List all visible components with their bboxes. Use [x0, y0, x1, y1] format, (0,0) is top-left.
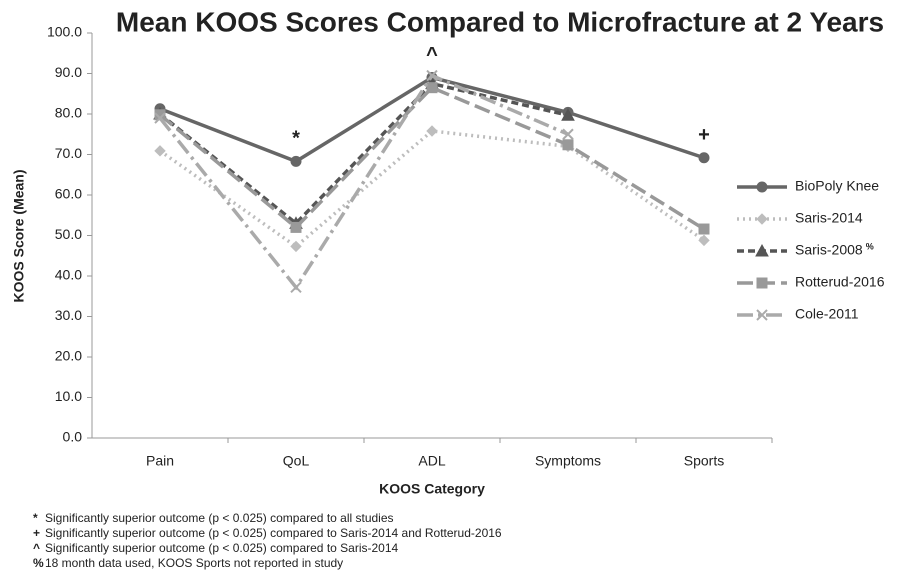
- legend-marker: [756, 277, 768, 289]
- data-point: [698, 152, 710, 164]
- x-axis-label: KOOS Category: [379, 481, 485, 497]
- data-point: [562, 139, 574, 151]
- y-tick-label: 20.0: [55, 348, 82, 364]
- annotation: *: [292, 128, 300, 150]
- legend-marker: [756, 213, 768, 225]
- series-line: [158, 85, 705, 231]
- footnote-symbol: +: [33, 526, 40, 540]
- y-tick-label: 90.0: [55, 64, 82, 80]
- x-tick-label: ADL: [418, 453, 445, 469]
- data-point: [154, 112, 166, 124]
- legend-label: Rotterud-2016: [795, 274, 885, 290]
- chart-title: Mean KOOS Scores Compared to Microfractu…: [116, 6, 884, 37]
- y-tick-label: 10.0: [55, 388, 82, 404]
- footnote-text: Significantly superior outcome (p < 0.02…: [45, 511, 394, 525]
- footnote-text: Significantly superior outcome (p < 0.02…: [45, 541, 399, 555]
- data-point: [426, 69, 438, 82]
- data-point: [290, 221, 302, 233]
- legend-marker: [756, 309, 768, 321]
- y-tick-label: 70.0: [55, 145, 82, 161]
- data-point: [698, 234, 710, 247]
- legend-label: Saris-2014: [795, 210, 863, 226]
- footnote-text: Significantly superior outcome (p < 0.02…: [45, 526, 502, 540]
- y-tick-label: 100.0: [47, 24, 82, 40]
- data-point: [290, 281, 302, 294]
- footnote-text: 18 month data used, KOOS Sports not repo…: [45, 556, 343, 570]
- y-tick-label: 50.0: [55, 226, 82, 242]
- data-point: [561, 108, 575, 121]
- data-point: [426, 82, 438, 94]
- series-line: [158, 81, 569, 226]
- y-tick-label: 40.0: [55, 267, 82, 283]
- x-tick-label: Pain: [146, 453, 174, 469]
- legend-label: Saris-2008: [795, 242, 863, 258]
- series-line: [158, 73, 569, 291]
- annotation: +: [698, 124, 710, 146]
- legend-marker: [755, 243, 769, 257]
- footnote-symbol: *: [33, 511, 38, 525]
- y-tick-label: 60.0: [55, 186, 82, 202]
- legend-marker: [756, 181, 768, 193]
- x-tick-label: QoL: [283, 453, 310, 469]
- x-tick-label: Sports: [684, 453, 724, 469]
- annotation: ^: [426, 44, 438, 66]
- y-tick-label: 0.0: [63, 429, 83, 445]
- y-tick-label: 30.0: [55, 307, 82, 323]
- series-line: [158, 129, 705, 249]
- data-point: [154, 145, 166, 157]
- data-point: [698, 223, 710, 235]
- legend-label: Cole-2011: [795, 306, 859, 322]
- legend-note: %: [866, 241, 874, 251]
- y-axis-label: KOOS Score (Mean): [11, 169, 27, 302]
- data-point: [290, 240, 302, 253]
- data-point: [562, 128, 574, 140]
- x-tick-label: Symptoms: [535, 453, 601, 469]
- data-point: [290, 155, 302, 167]
- footnote-symbol: %: [33, 556, 44, 570]
- legend-label: BioPoly Knee: [795, 178, 879, 194]
- data-point: [426, 125, 438, 137]
- y-tick-label: 80.0: [55, 105, 82, 121]
- footnote-symbol: ^: [33, 541, 40, 555]
